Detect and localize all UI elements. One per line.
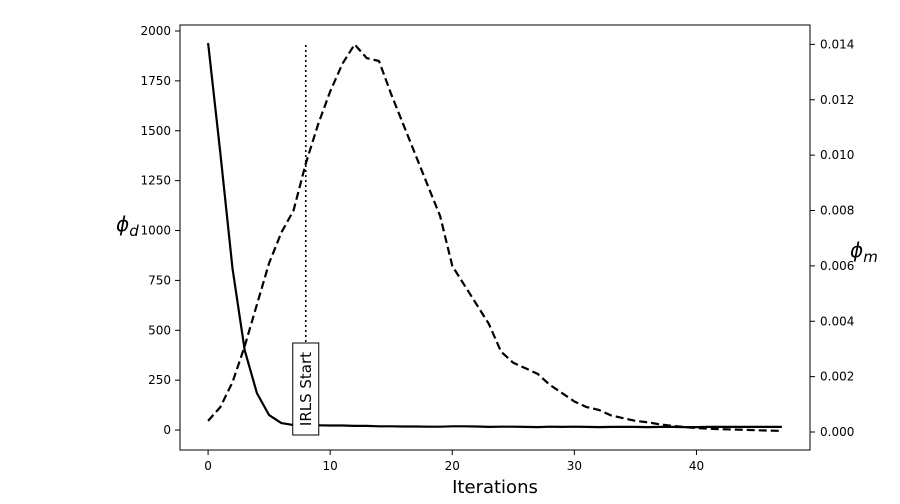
axes: 0 10 20 30 40 0 250 500 750 1000 1250 1500 1750 2000 0… (140, 24, 854, 473)
right-y-tick-label: 0.000 (820, 425, 854, 439)
phi-m-series-line (207, 43, 782, 432)
x-tick-label: 0 (204, 459, 212, 473)
x-tick-label: 30 (567, 459, 582, 473)
right-y-tick-label: 0.002 (820, 370, 854, 384)
irls-start-label: IRLS Start (297, 352, 315, 426)
x-tick-label: 40 (689, 459, 704, 473)
right-y-tick-label: 0.004 (820, 314, 854, 328)
left-y-tick-label: 1000 (140, 224, 171, 238)
left-y-tick-label: 1750 (140, 74, 171, 88)
right-y-tick-label: 0.012 (820, 93, 854, 107)
left-y-tick-label: 500 (148, 323, 171, 337)
x-axis-label: Iterations (452, 477, 538, 498)
plot-area: IRLS Start (207, 42, 782, 436)
right-y-tick-label: 0.006 (820, 259, 854, 273)
left-y-axis-label: ϕd (116, 212, 139, 240)
left-y-tick-label: 1500 (140, 124, 171, 138)
right-y-tick-label: 0.010 (820, 148, 854, 162)
right-y-axis-label: ϕm (850, 238, 878, 266)
irls-start-label-box (292, 342, 320, 436)
left-y-tick-label: 0 (163, 423, 171, 437)
left-y-tick-label: 750 (148, 273, 171, 287)
plot-frame (179, 24, 811, 451)
right-y-tick-label: 0.008 (820, 204, 854, 218)
left-y-tick-label: 250 (148, 373, 171, 387)
x-tick-label: 10 (323, 459, 338, 473)
left-y-tick-label: 1250 (140, 174, 171, 188)
right-y-tick-label: 0.014 (820, 37, 854, 51)
x-tick-label: 20 (445, 459, 460, 473)
left-y-tick-label: 2000 (140, 24, 171, 38)
